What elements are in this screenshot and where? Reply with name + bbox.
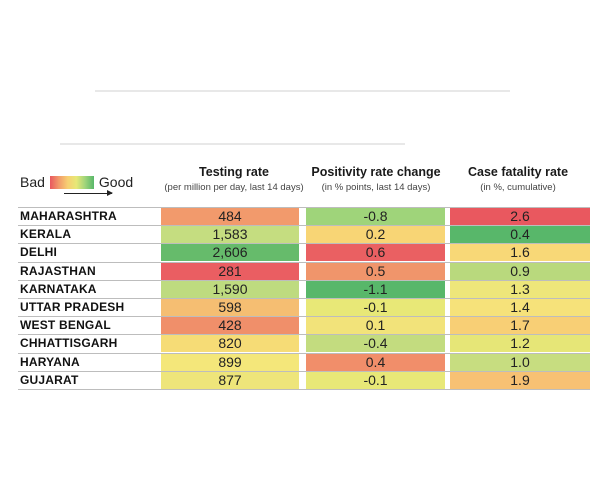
cell-positivity: -0.1 (306, 299, 445, 316)
column-subtitle: (per million per day, last 14 days) (164, 182, 304, 193)
faint-header-line (95, 90, 510, 92)
cell-fatality: 0.4 (450, 226, 590, 243)
state-label: KERALA (20, 227, 72, 241)
column-title: Testing rate (199, 165, 269, 179)
state-label: GUJARAT (20, 373, 79, 387)
cell-fatality: 1.7 (450, 317, 590, 334)
state-label: KARNATAKA (20, 282, 97, 296)
cell-testing: 899 (161, 354, 299, 371)
row-divider (18, 262, 590, 263)
column-title: Positivity rate change (311, 165, 441, 179)
column-subtitle: (in % points, last 14 days) (321, 182, 431, 193)
cell-fatality: 1.4 (450, 299, 590, 316)
cell-fatality: 1.2 (450, 335, 590, 352)
column-header-positivity: Positivity rate change (in % points, las… (304, 165, 448, 193)
cell-testing: 1,583 (161, 226, 299, 243)
cell-positivity: 0.6 (306, 244, 445, 261)
cell-testing: 281 (161, 263, 299, 280)
cell-testing: 484 (161, 208, 299, 225)
color-legend: Bad Good (20, 172, 134, 196)
cell-testing: 820 (161, 335, 299, 352)
row-divider (18, 280, 590, 281)
cell-fatality: 1.6 (450, 244, 590, 261)
column-title: Case fatality rate (467, 165, 569, 179)
state-label: DELHI (20, 245, 57, 259)
cell-positivity: -0.1 (306, 372, 445, 389)
cell-fatality: 1.0 (450, 354, 590, 371)
row-divider (18, 334, 590, 335)
column-subtitle: (in %, cumulative) (480, 182, 556, 193)
state-label: WEST BENGAL (20, 318, 111, 332)
legend-gradient (49, 175, 94, 189)
cell-positivity: -1.1 (306, 281, 445, 298)
row-divider (18, 225, 590, 226)
cell-fatality: 1.9 (450, 372, 590, 389)
cell-testing: 1,590 (161, 281, 299, 298)
cell-positivity: 0.2 (306, 226, 445, 243)
legend-arrow-icon (64, 190, 113, 196)
faint-subheader-line (60, 143, 405, 145)
state-label: CHHATTISGARH (20, 336, 118, 350)
cell-testing: 598 (161, 299, 299, 316)
row-divider (18, 371, 590, 372)
row-divider (18, 353, 590, 354)
state-label: RAJASTHAN (20, 264, 96, 278)
row-divider (18, 316, 590, 317)
cell-positivity: 0.4 (306, 354, 445, 371)
row-divider (18, 207, 590, 208)
column-header-testing: Testing rate (per million per day, last … (152, 165, 316, 193)
state-label: UTTAR PRADESH (20, 300, 125, 314)
cell-testing: 2,606 (161, 244, 299, 261)
legend-bad-label: Bad (20, 174, 45, 190)
row-divider (18, 243, 590, 244)
cell-testing: 428 (161, 317, 299, 334)
state-label: MAHARASHTRA (20, 209, 117, 223)
cell-positivity: -0.4 (306, 335, 445, 352)
cell-positivity: -0.8 (306, 208, 445, 225)
cell-testing: 877 (161, 372, 299, 389)
column-header-fatality: Case fatality rate (in %, cumulative) (446, 165, 590, 193)
cell-positivity: 0.5 (306, 263, 445, 280)
row-divider (18, 389, 590, 390)
legend-good-label: Good (98, 174, 134, 190)
state-label: HARYANA (20, 355, 80, 369)
cell-fatality: 1.3 (450, 281, 590, 298)
cell-positivity: 0.1 (306, 317, 445, 334)
cell-fatality: 0.9 (450, 263, 590, 280)
cell-fatality: 2.6 (450, 208, 590, 225)
row-divider (18, 298, 590, 299)
